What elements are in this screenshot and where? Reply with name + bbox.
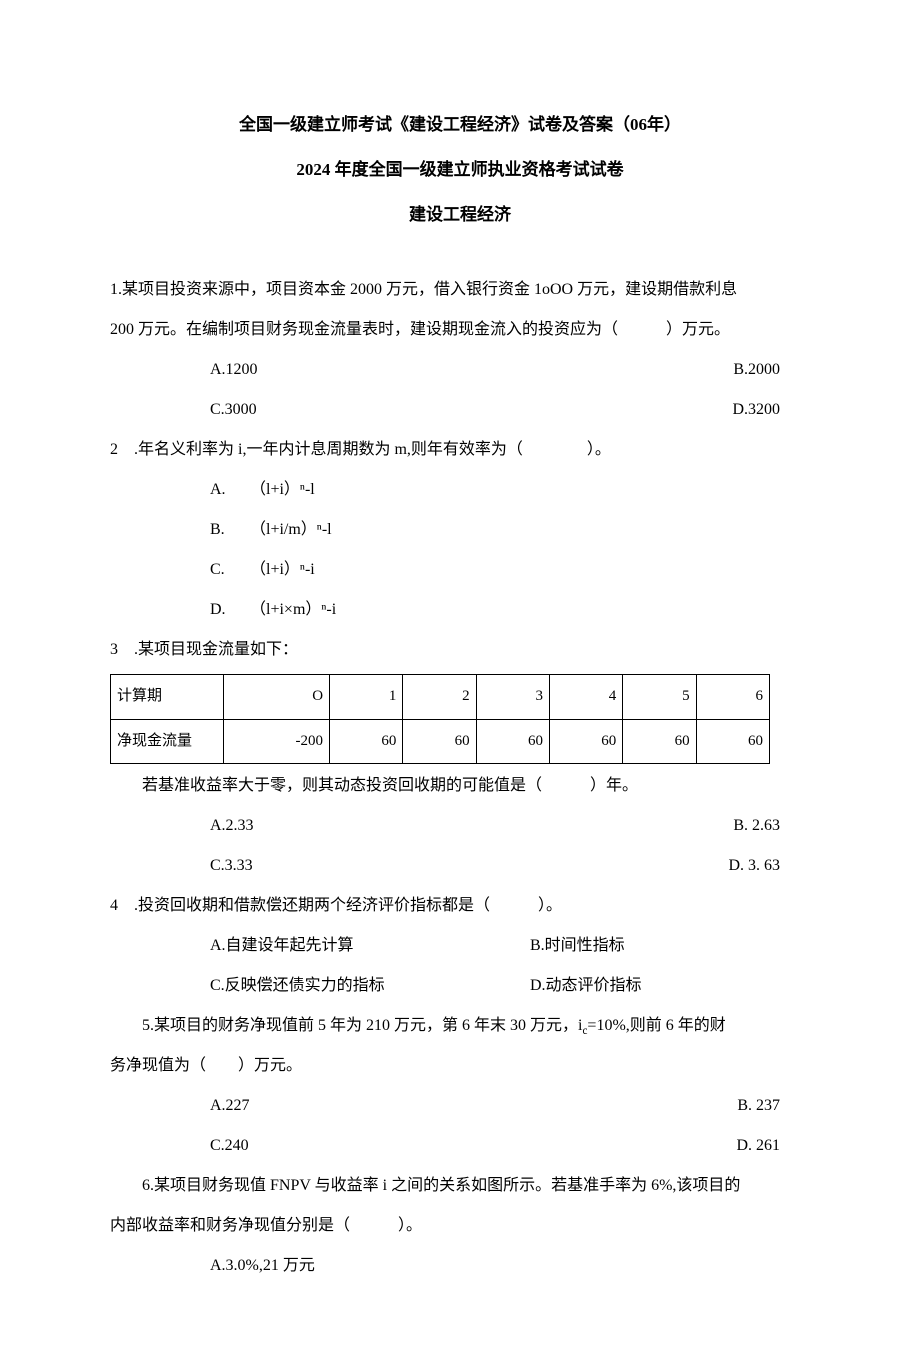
q5-opt-d: D. 261 <box>736 1126 780 1166</box>
question-1: 1.某项目投资来源中，项目资本金 2000 万元，借入银行资金 1oOO 万元，… <box>110 270 810 430</box>
q3-options-row2: C.3.33 D. 3. 63 <box>110 846 810 886</box>
q3-h5: 4 <box>549 675 622 720</box>
q5-text-line1: 5.某项目的财务净现值前 5 年为 210 万元，第 6 年末 30 万元，ic… <box>110 1006 810 1046</box>
q4-opt-a: A.自建设年起先计算 <box>210 926 530 966</box>
q6-opt-a: A.3.0%,21 万元 <box>210 1246 315 1286</box>
q3-opt-d: D. 3. 63 <box>728 846 780 886</box>
q3-text: 3 .某项目现金流量如下： <box>110 630 810 670</box>
q4-options-row2: C.反映偿还债实力的指标 D.动态评价指标 <box>110 966 810 1006</box>
q3-r2: 60 <box>330 719 403 764</box>
q2-text: 2 .年名义利率为 i,一年内计息周期数为 m,则年有效率为（ ）。 <box>110 430 810 470</box>
q2-opt-b-letter: B. <box>210 510 250 550</box>
q3-opt-a: A.2.33 <box>210 806 254 846</box>
doc-subject: 建设工程经济 <box>110 200 810 225</box>
q1-opt-a: A.1200 <box>210 350 258 390</box>
q5-options-row1: A.227 B. 237 <box>110 1086 810 1126</box>
q3-h4: 3 <box>476 675 549 720</box>
question-3: 3 .某项目现金流量如下： 计算期 O 1 2 3 4 5 6 净现金流量 -2… <box>110 630 810 886</box>
q3-r3: 60 <box>403 719 476 764</box>
q3-r6: 60 <box>623 719 696 764</box>
q3-opt-c: C.3.33 <box>210 846 253 886</box>
q2-opt-a-text: （l+i）ⁿ-l <box>250 470 315 510</box>
page: 全国一级建立师考试《建设工程经济》试卷及答案（06年） 2024 年度全国一级建… <box>0 0 920 1346</box>
q3-r4: 60 <box>476 719 549 764</box>
q3-r5: 60 <box>549 719 622 764</box>
q2-opt-d: D. （l+i×m）ⁿ-i <box>210 590 810 630</box>
q3-options-row1: A.2.33 B. 2.63 <box>110 806 810 846</box>
q3-h2: 1 <box>330 675 403 720</box>
q3-h6: 5 <box>623 675 696 720</box>
q4-text: 4 .投资回收期和借款偿还期两个经济评价指标都是（ ）。 <box>110 886 810 926</box>
q2-opt-c-text: （l+i）ⁿ-i <box>250 550 315 590</box>
q3-table-data-row: 净现金流量 -200 60 60 60 60 60 60 <box>111 719 770 764</box>
q3-r0: 净现金流量 <box>111 719 224 764</box>
q6-options-row1: A.3.0%,21 万元 <box>110 1246 810 1286</box>
q3-r1: -200 <box>224 719 330 764</box>
q3-h1: O <box>224 675 330 720</box>
q2-opt-c: C. （l+i）ⁿ-i <box>210 550 810 590</box>
doc-title-2: 2024 年度全国一级建立师执业资格考试试卷 <box>110 155 810 180</box>
q1-options-row2: C.3000 D.3200 <box>110 390 810 430</box>
q3-r7: 60 <box>696 719 769 764</box>
q3-h3: 2 <box>403 675 476 720</box>
q3-after-text: 若基准收益率大于零，则其动态投资回收期的可能值是（ ）年。 <box>110 766 810 806</box>
q2-opt-b-text: （l+i/m）ⁿ-l <box>250 510 332 550</box>
question-5: 5.某项目的财务净现值前 5 年为 210 万元，第 6 年末 30 万元，ic… <box>110 1006 810 1166</box>
q6-text-line1: 6.某项目财务现值 FNPV 与收益率 i 之间的关系如图所示。若基准手率为 6… <box>110 1166 810 1206</box>
q2-opt-c-letter: C. <box>210 550 250 590</box>
q1-opt-b: B.2000 <box>733 350 780 390</box>
q2-opt-a-letter: A. <box>210 470 250 510</box>
q1-opt-c: C.3000 <box>210 390 257 430</box>
q5-options-row2: C.240 D. 261 <box>110 1126 810 1166</box>
q4-opt-b: B.时间性指标 <box>530 926 625 966</box>
q3-table: 计算期 O 1 2 3 4 5 6 净现金流量 -200 60 60 60 60… <box>110 674 770 764</box>
doc-title-1: 全国一级建立师考试《建设工程经济》试卷及答案（06年） <box>110 110 810 135</box>
q3-opt-b: B. 2.63 <box>733 806 780 846</box>
q1-options-row1: A.1200 B.2000 <box>110 350 810 390</box>
q2-opt-d-text: （l+i×m）ⁿ-i <box>250 590 336 630</box>
q2-opt-d-letter: D. <box>210 590 250 630</box>
q5-opt-b: B. 237 <box>737 1086 780 1126</box>
question-2: 2 .年名义利率为 i,一年内计息周期数为 m,则年有效率为（ ）。 A. （l… <box>110 430 810 630</box>
q1-text-line1: 1.某项目投资来源中，项目资本金 2000 万元，借入银行资金 1oOO 万元，… <box>110 270 810 310</box>
q6-text-line2: 内部收益率和财务净现值分别是（ ）。 <box>110 1206 810 1246</box>
q3-h0: 计算期 <box>111 675 224 720</box>
q3-table-header-row: 计算期 O 1 2 3 4 5 6 <box>111 675 770 720</box>
q2-opt-a: A. （l+i）ⁿ-l <box>210 470 810 510</box>
q4-opt-d: D.动态评价指标 <box>530 966 642 1006</box>
q4-options-row1: A.自建设年起先计算 B.时间性指标 <box>110 926 810 966</box>
q5-text-a: 5.某项目的财务净现值前 5 年为 210 万元，第 6 年末 30 万元，i <box>142 1017 582 1034</box>
q5-opt-a: A.227 <box>210 1086 250 1126</box>
q1-text-line2: 200 万元。在编制项目财务现金流量表时，建设期现金流入的投资应为（ ）万元。 <box>110 310 810 350</box>
q4-opt-c: C.反映偿还债实力的指标 <box>210 966 530 1006</box>
question-6: 6.某项目财务现值 FNPV 与收益率 i 之间的关系如图所示。若基准手率为 6… <box>110 1166 810 1286</box>
q1-opt-d: D.3200 <box>732 390 780 430</box>
question-4: 4 .投资回收期和借款偿还期两个经济评价指标都是（ ）。 A.自建设年起先计算 … <box>110 886 810 1006</box>
q5-text-b: =10%,则前 6 年的财 <box>587 1017 725 1034</box>
q2-opt-b: B. （l+i/m）ⁿ-l <box>210 510 810 550</box>
q5-text-line2: 务净现值为（ ）万元。 <box>110 1046 810 1086</box>
q2-options: A. （l+i）ⁿ-l B. （l+i/m）ⁿ-l C. （l+i）ⁿ-i D.… <box>110 470 810 630</box>
q5-opt-c: C.240 <box>210 1126 249 1166</box>
q3-h7: 6 <box>696 675 769 720</box>
